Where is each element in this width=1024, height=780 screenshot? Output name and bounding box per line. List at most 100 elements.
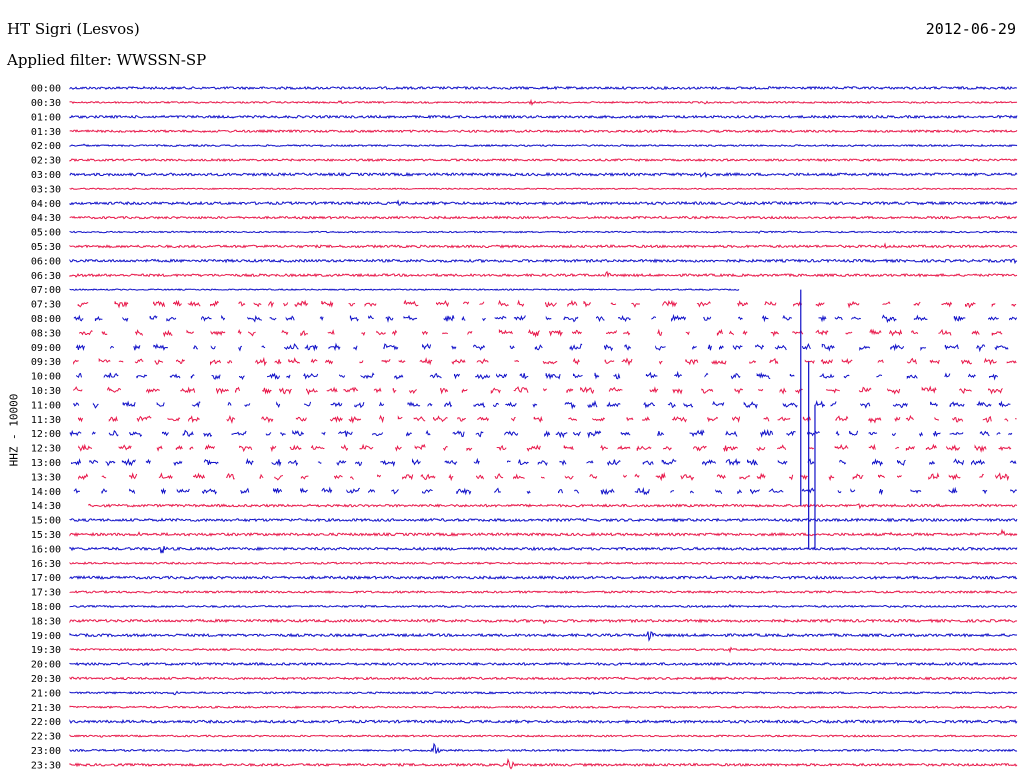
time-label: 14:30	[31, 501, 61, 512]
time-label: 02:30	[31, 156, 61, 167]
time-label: 22:00	[31, 717, 61, 728]
time-label: 12:30	[31, 444, 61, 455]
time-label: 18:30	[31, 616, 61, 627]
time-label: 00:30	[31, 98, 61, 109]
trace-line	[69, 428, 1013, 439]
time-label: 05:30	[31, 242, 61, 253]
time-label: 06:00	[31, 256, 61, 267]
trace-line	[69, 631, 1018, 642]
trace-line	[75, 342, 1009, 353]
trace-line	[69, 618, 1018, 625]
trace-line	[69, 734, 1018, 738]
time-label: 19:00	[31, 631, 61, 642]
trace-line	[69, 114, 1018, 120]
trace-line	[73, 313, 1018, 324]
time-label: 00:00	[31, 84, 61, 95]
trace-line	[69, 143, 1018, 148]
filter-label: Applied filter: WWSSN-SP	[7, 51, 207, 69]
trace-line	[69, 242, 1018, 249]
trace-line	[69, 757, 1018, 770]
trace-line	[69, 528, 1018, 537]
trace-line	[77, 299, 1017, 309]
time-label: 17:00	[31, 573, 61, 584]
time-label: 21:30	[31, 703, 61, 714]
trace-line	[79, 328, 1003, 338]
trace-line	[69, 603, 1017, 609]
time-label: 22:30	[31, 732, 61, 743]
trace-line	[69, 742, 1018, 754]
time-label: 18:00	[31, 602, 61, 613]
trace-line	[69, 545, 1018, 554]
trace-line	[78, 443, 1012, 453]
time-label: 23:00	[31, 746, 61, 757]
trace-line	[69, 589, 1018, 595]
trace-line	[69, 258, 1018, 265]
time-label: 15:30	[31, 530, 61, 541]
trace-line	[69, 288, 740, 291]
time-label: 13:00	[31, 458, 61, 469]
trace-line	[69, 561, 1018, 566]
time-label: 21:00	[31, 688, 61, 699]
trace-line	[69, 171, 1018, 179]
time-label: 03:00	[31, 170, 61, 181]
trace-line	[69, 270, 1018, 279]
trace-line	[69, 187, 1018, 191]
trace-line	[78, 472, 1010, 482]
trace-line	[69, 661, 1018, 667]
time-label: 02:00	[31, 141, 61, 152]
time-label: 19:30	[31, 645, 61, 656]
time-label: 11:00	[31, 400, 61, 411]
trace-line	[69, 199, 1018, 206]
time-label: 04:00	[31, 199, 61, 210]
trace-line	[69, 85, 1018, 91]
trace-line	[69, 215, 1018, 220]
time-label: 01:30	[31, 127, 61, 138]
time-label: 10:30	[31, 386, 61, 397]
time-label: 23:30	[31, 760, 61, 771]
trace-line	[69, 676, 1018, 681]
time-label: 09:30	[31, 357, 61, 368]
trace-line	[69, 157, 1018, 163]
time-label: 08:00	[31, 314, 61, 325]
trace-line	[72, 385, 1003, 396]
trace-line	[69, 98, 1018, 107]
trace-line	[71, 457, 1017, 467]
trace-line	[73, 486, 1018, 496]
trace-line	[69, 230, 1018, 234]
time-label: 17:30	[31, 588, 61, 599]
time-label: 07:30	[31, 300, 61, 311]
trace-line	[69, 719, 1018, 725]
trace-line	[76, 370, 998, 381]
trace-line	[69, 690, 1018, 696]
time-label: 16:30	[31, 559, 61, 570]
time-label: 07:00	[31, 285, 61, 296]
trace-line	[69, 646, 1018, 654]
trace-line	[69, 129, 1018, 134]
time-label: 20:30	[31, 674, 61, 685]
time-label: 16:00	[31, 544, 61, 555]
trace-line	[73, 400, 1011, 410]
time-label: 15:00	[31, 516, 61, 527]
time-label: 03:30	[31, 184, 61, 195]
trace-line	[69, 517, 1018, 523]
date-label: 2012-06-29	[925, 20, 1016, 38]
trace-line	[69, 705, 1018, 710]
time-label: 20:00	[31, 660, 61, 671]
time-label: 13:30	[31, 472, 61, 483]
time-label: 05:00	[31, 228, 61, 239]
time-label: 01:00	[31, 112, 61, 123]
time-label: 14:00	[31, 487, 61, 498]
time-label: 09:00	[31, 343, 61, 354]
trace-line	[73, 356, 1017, 367]
trace-line	[69, 575, 1018, 581]
time-label: 08:30	[31, 328, 61, 339]
time-label: 06:30	[31, 271, 61, 282]
station-title: HT Sigri (Lesvos)	[7, 20, 140, 38]
time-label: 10:00	[31, 372, 61, 383]
trace-line	[78, 414, 1017, 424]
time-label: 04:30	[31, 213, 61, 224]
time-label: 12:00	[31, 429, 61, 440]
trace-line	[88, 503, 1018, 510]
time-label: 11:30	[31, 415, 61, 426]
